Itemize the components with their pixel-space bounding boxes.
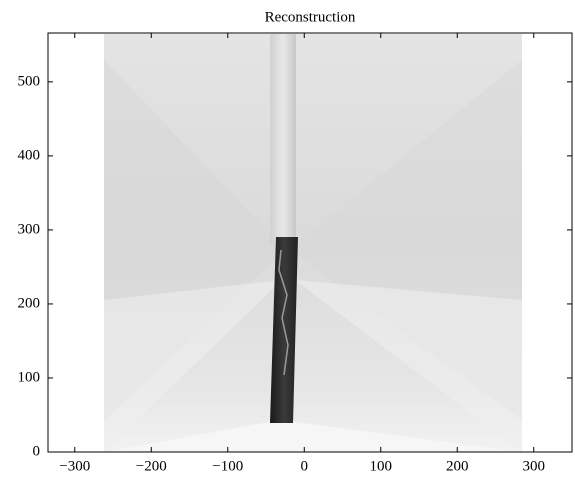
y-tick-label: 400 xyxy=(18,147,41,163)
x-tick-label: 300 xyxy=(523,458,546,474)
y-tick-label: 300 xyxy=(18,221,41,237)
x-tick-label: −100 xyxy=(212,458,243,474)
y-tick-label: 100 xyxy=(18,369,41,385)
x-tick-label: −300 xyxy=(59,458,90,474)
axes-box xyxy=(47,32,573,453)
y-tick-label: 0 xyxy=(33,443,41,459)
x-tick-label: −200 xyxy=(136,458,167,474)
chart-title: Reconstruction xyxy=(265,9,356,25)
y-tick-label: 500 xyxy=(18,73,41,89)
image xyxy=(104,34,522,452)
x-tick-label: 200 xyxy=(446,458,469,474)
y-tick-label: 200 xyxy=(18,295,41,311)
x-tick-label: 100 xyxy=(370,458,393,474)
x-tick-label: 0 xyxy=(301,458,309,474)
